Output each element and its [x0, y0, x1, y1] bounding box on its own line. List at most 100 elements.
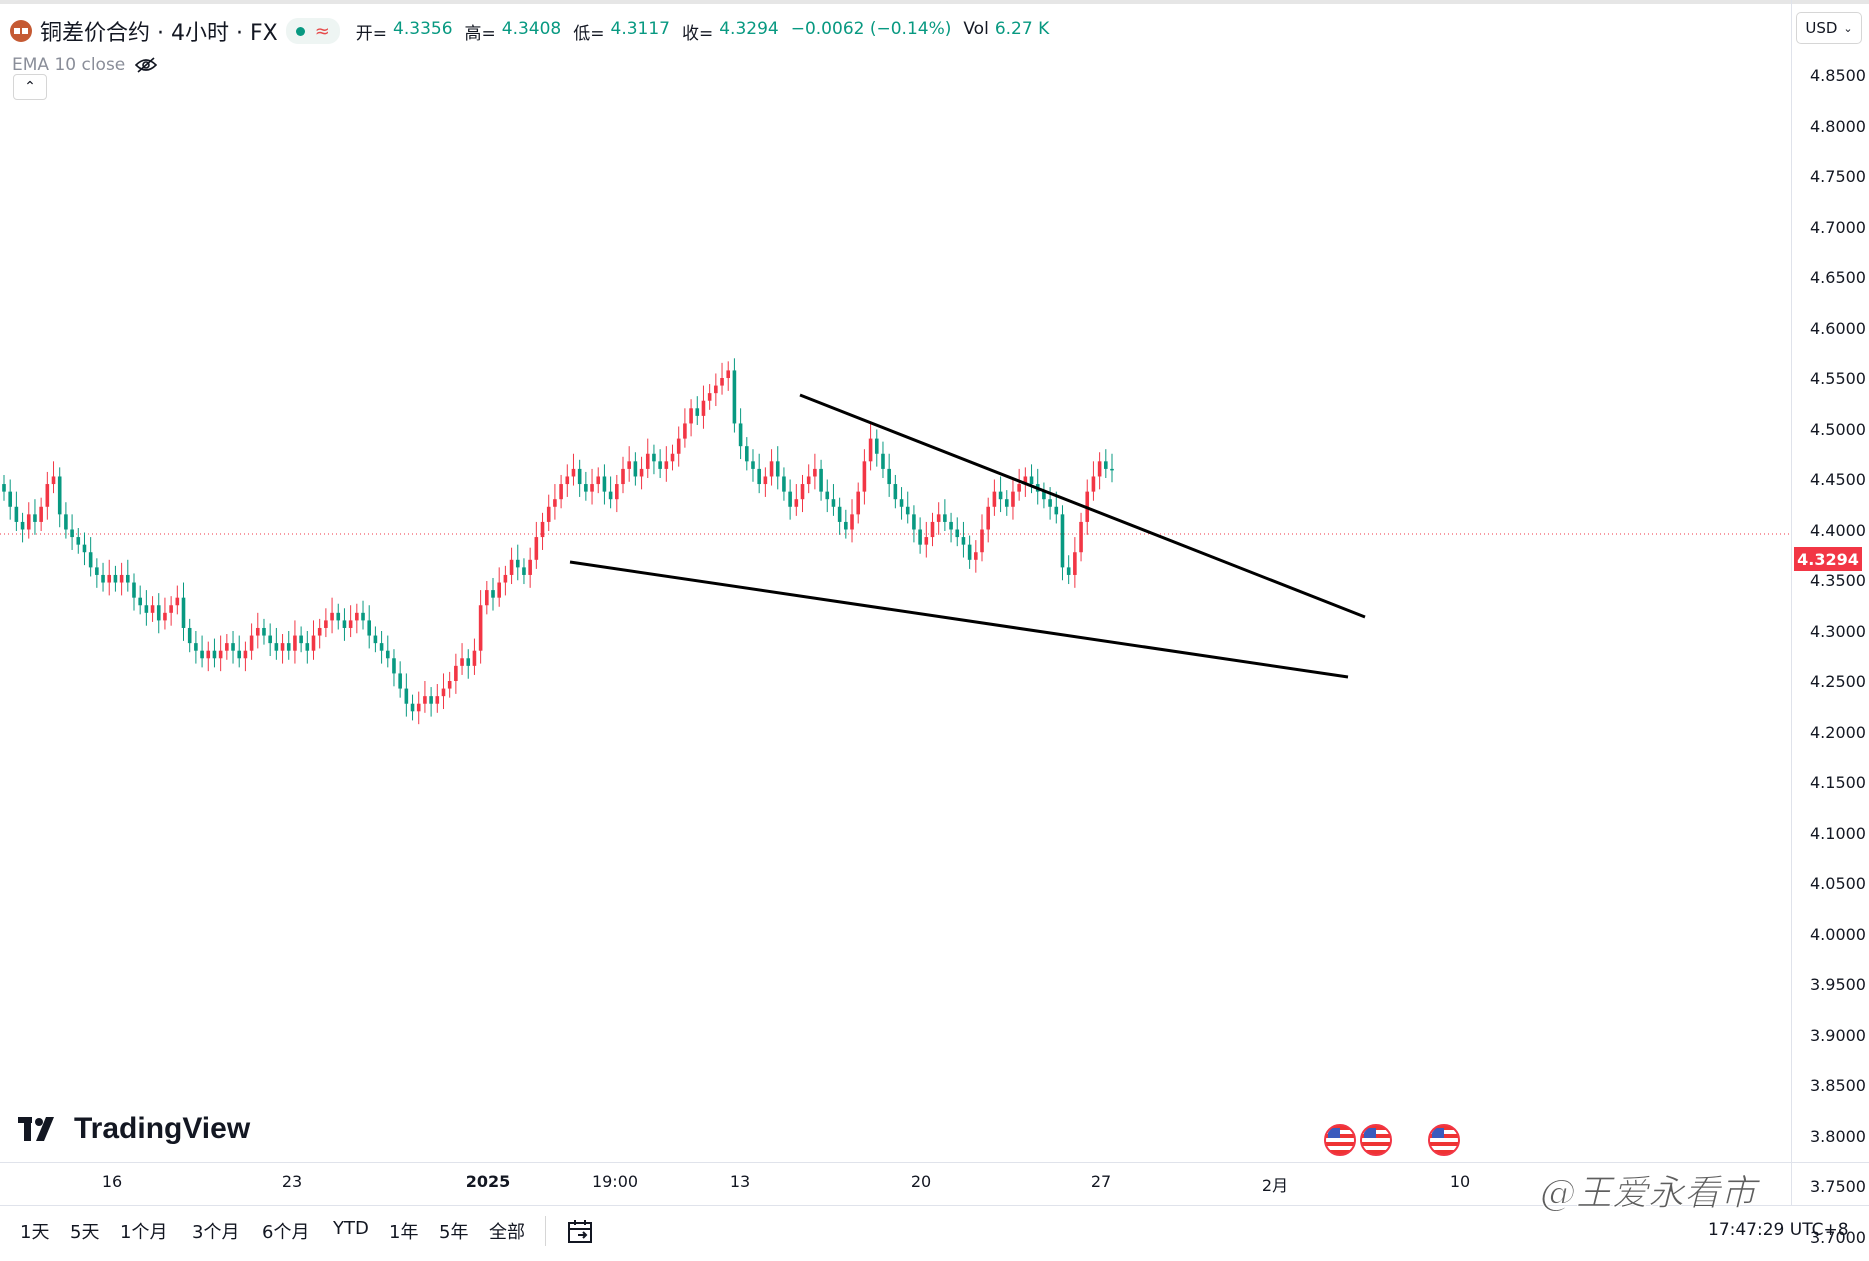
candle-body[interactable] — [794, 499, 799, 507]
price-chart[interactable] — [0, 0, 1791, 1160]
candle-body[interactable] — [181, 597, 186, 628]
candle-body[interactable] — [1091, 476, 1096, 492]
candle-body[interactable] — [837, 506, 842, 522]
candle-body[interactable] — [546, 506, 551, 522]
candle-body[interactable] — [379, 643, 384, 651]
candle-body[interactable] — [695, 408, 700, 416]
candle-body[interactable] — [831, 499, 836, 507]
candle-body[interactable] — [825, 491, 830, 500]
candle-body[interactable] — [905, 506, 910, 515]
candle-body[interactable] — [813, 468, 817, 477]
candle-body[interactable] — [70, 529, 74, 538]
candle-body[interactable] — [26, 514, 31, 530]
candle-body[interactable] — [113, 574, 118, 583]
candle-body[interactable] — [429, 696, 433, 704]
candle-body[interactable] — [57, 476, 62, 515]
candle-body[interactable] — [330, 612, 334, 621]
candle-body[interactable] — [658, 461, 662, 469]
candle-body[interactable] — [763, 476, 768, 485]
candle-body[interactable] — [194, 643, 198, 651]
candle-body[interactable] — [720, 378, 724, 386]
candle-body[interactable] — [615, 484, 619, 500]
candle-body[interactable] — [639, 468, 644, 477]
candle-body[interactable] — [998, 491, 1003, 500]
lower-trendline[interactable] — [569, 560, 1349, 679]
candle-body[interactable] — [237, 650, 242, 659]
candle-body[interactable] — [596, 476, 601, 485]
ema-indicator[interactable]: EMA 10 close — [12, 55, 158, 75]
candle-body[interactable] — [751, 461, 755, 469]
candle-body[interactable] — [980, 529, 984, 553]
candle-body[interactable] — [540, 521, 545, 538]
period-button[interactable]: 1天 — [20, 1222, 50, 1243]
collapse-button[interactable]: ⌃ — [13, 74, 47, 100]
candle-body[interactable] — [936, 514, 941, 522]
candle-body[interactable] — [150, 605, 155, 613]
candle-body[interactable] — [1004, 499, 1009, 507]
candle-body[interactable] — [293, 635, 297, 651]
us-flag-event-icon[interactable] — [1360, 1124, 1392, 1156]
candle-body[interactable] — [348, 620, 353, 628]
candle-body[interactable] — [788, 491, 792, 507]
candle-body[interactable] — [887, 468, 891, 485]
candle-body[interactable] — [485, 590, 489, 606]
candle-body[interactable] — [460, 658, 464, 666]
symbol-title[interactable]: 铜差价合约 · 4小时 · FX — [40, 21, 278, 46]
candle-body[interactable] — [231, 643, 235, 651]
candle-body[interactable] — [311, 635, 316, 651]
market-status[interactable]: ≈ — [285, 18, 340, 44]
candle-body[interactable] — [212, 650, 217, 659]
candle-body[interactable] — [918, 529, 922, 545]
candle-body[interactable] — [621, 468, 625, 485]
candle-body[interactable] — [769, 461, 774, 477]
candle-body[interactable] — [1104, 461, 1108, 469]
candle-body[interactable] — [206, 650, 211, 659]
candle-body[interactable] — [701, 400, 706, 416]
candle-body[interactable] — [899, 499, 904, 507]
candle-body[interactable] — [398, 673, 402, 689]
candle-body[interactable] — [1073, 552, 1077, 575]
candle-body[interactable] — [1054, 506, 1059, 515]
candle-body[interactable] — [132, 582, 136, 598]
candle-body[interactable] — [565, 476, 570, 485]
candle-body[interactable] — [664, 461, 669, 469]
candle-body[interactable] — [200, 650, 204, 659]
candle-body[interactable] — [602, 476, 607, 492]
candle-body[interactable] — [961, 537, 966, 545]
candle-body[interactable] — [76, 537, 81, 545]
candle-body[interactable] — [633, 461, 638, 477]
candle-body[interactable] — [435, 696, 440, 704]
candle-body[interactable] — [1011, 491, 1015, 507]
candle-body[interactable] — [20, 521, 25, 530]
candle-body[interactable] — [466, 658, 471, 666]
candle-body[interactable] — [361, 612, 365, 621]
candle-body[interactable] — [342, 620, 347, 628]
candle-body[interactable] — [726, 370, 731, 378]
candle-body[interactable] — [949, 521, 953, 530]
candle-body[interactable] — [1066, 567, 1071, 575]
candle-body[interactable] — [856, 491, 861, 515]
period-button[interactable]: 1年 — [389, 1222, 419, 1243]
candle-body[interactable] — [39, 506, 43, 522]
candle-body[interactable] — [955, 529, 960, 538]
candle-body[interactable] — [64, 514, 68, 530]
candle-body[interactable] — [670, 453, 675, 462]
candle-body[interactable] — [286, 643, 291, 651]
candle-body[interactable] — [744, 446, 749, 462]
candle-body[interactable] — [404, 688, 409, 704]
candle-body[interactable] — [268, 635, 272, 644]
candle-body[interactable] — [943, 514, 947, 522]
period-button[interactable]: 3个月 — [192, 1222, 240, 1243]
candle-body[interactable] — [51, 476, 56, 485]
candle-body[interactable] — [410, 703, 415, 712]
candle-body[interactable] — [156, 605, 161, 621]
candle-body[interactable] — [503, 574, 508, 583]
candle-body[interactable] — [1110, 468, 1114, 471]
candle-body[interactable] — [243, 650, 248, 659]
candle-body[interactable] — [986, 506, 991, 530]
candle-body[interactable] — [392, 658, 396, 674]
candle-body[interactable] — [584, 484, 588, 492]
candle-body[interactable] — [893, 484, 898, 500]
us-flag-event-icon[interactable] — [1428, 1124, 1460, 1156]
candle-body[interactable] — [447, 681, 452, 689]
